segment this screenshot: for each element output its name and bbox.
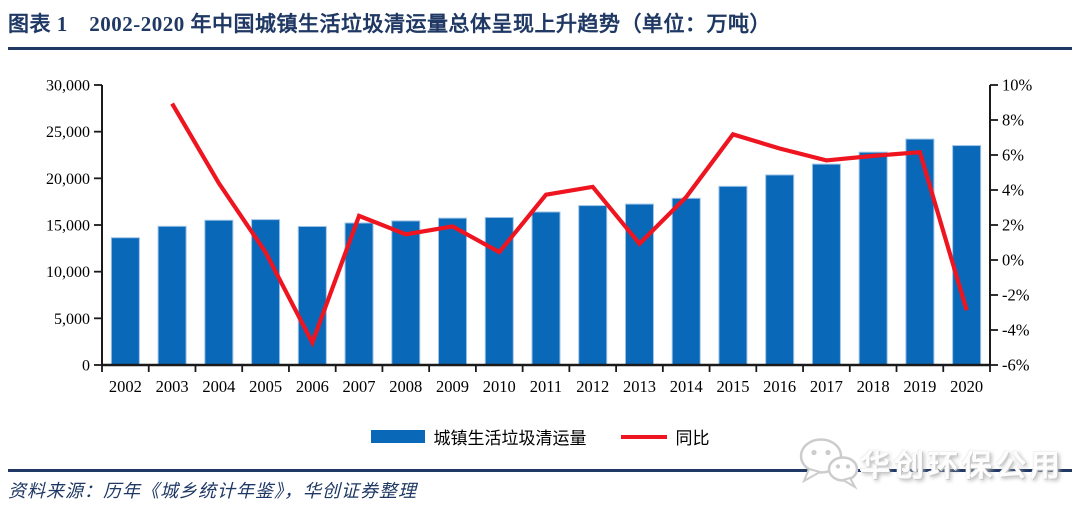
svg-text:10%: 10% xyxy=(1002,76,1033,95)
svg-text:0: 0 xyxy=(82,358,90,375)
svg-text:2004: 2004 xyxy=(202,377,235,396)
svg-text:2002: 2002 xyxy=(109,377,142,396)
legend-line-swatch xyxy=(620,434,667,439)
legend-line-label: 同比 xyxy=(675,429,710,448)
source-note: 资料来源：历年《城乡统计年鉴》，华创证券整理 xyxy=(8,481,417,501)
wechat-icon xyxy=(799,438,859,490)
svg-text:30,000: 30,000 xyxy=(46,78,90,95)
legend-bar-label: 城镇生活垃圾清运量 xyxy=(433,429,587,448)
svg-text:2014: 2014 xyxy=(670,377,703,396)
chart-legend: 城镇生活垃圾清运量 同比 xyxy=(0,424,1080,449)
svg-text:20,000: 20,000 xyxy=(46,171,90,188)
svg-text:4%: 4% xyxy=(1002,181,1024,200)
figure-title: 图表 1 2002-2020 年中国城镇生活垃圾清运量总体呈现上升趋势（单位：万… xyxy=(8,12,771,36)
svg-text:10,000: 10,000 xyxy=(46,264,90,281)
svg-text:2018: 2018 xyxy=(857,377,890,396)
svg-text:2013: 2013 xyxy=(623,377,656,396)
svg-text:15,000: 15,000 xyxy=(46,218,90,235)
svg-text:2017: 2017 xyxy=(810,377,843,396)
svg-text:2005: 2005 xyxy=(249,377,282,396)
svg-text:2010: 2010 xyxy=(483,377,516,396)
svg-text:25,000: 25,000 xyxy=(46,124,90,141)
title-divider xyxy=(8,47,1072,50)
svg-text:6%: 6% xyxy=(1002,146,1024,165)
watermark-text: 华创环保公用 xyxy=(860,450,1064,483)
svg-text:-2%: -2% xyxy=(1002,286,1030,305)
svg-text:2006: 2006 xyxy=(296,377,329,396)
svg-text:8%: 8% xyxy=(1002,111,1024,130)
svg-text:5,000: 5,000 xyxy=(54,311,90,328)
svg-text:2016: 2016 xyxy=(763,377,796,396)
svg-text:2009: 2009 xyxy=(436,377,469,396)
svg-text:2020: 2020 xyxy=(950,377,983,396)
svg-text:0%: 0% xyxy=(1002,251,1024,270)
svg-text:2012: 2012 xyxy=(576,377,609,396)
svg-text:2019: 2019 xyxy=(903,377,936,396)
svg-text:2008: 2008 xyxy=(389,377,422,396)
legend-bar-swatch xyxy=(370,430,425,443)
svg-text:-6%: -6% xyxy=(1002,356,1030,375)
svg-text:-4%: -4% xyxy=(1002,321,1030,340)
chart-plot: 0 5,000 10,000 15,000 20,000 25,000 30,000 -6% -… xyxy=(46,76,1033,397)
svg-text:2007: 2007 xyxy=(343,377,376,396)
svg-text:2003: 2003 xyxy=(156,377,189,396)
svg-text:2015: 2015 xyxy=(716,377,749,396)
svg-text:2011: 2011 xyxy=(530,377,562,396)
watermark: 华创环保公用 xyxy=(796,434,1064,492)
footer-divider xyxy=(8,469,1072,472)
svg-text:2%: 2% xyxy=(1002,216,1024,235)
